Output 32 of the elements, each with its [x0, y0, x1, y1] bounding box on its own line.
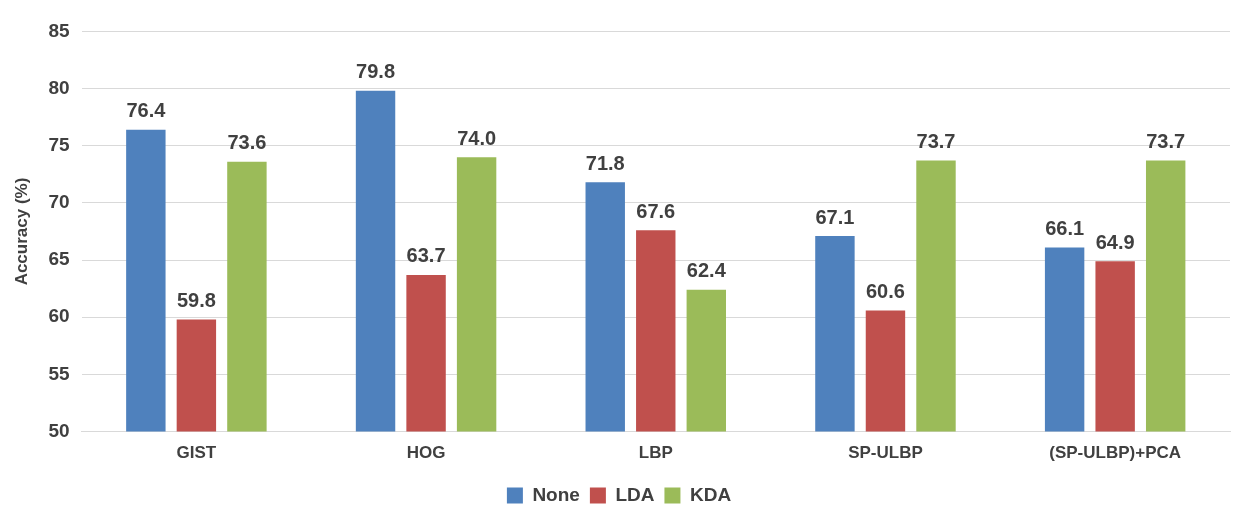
y-tick-label: 80 [48, 76, 70, 98]
legend-label: LDA [615, 483, 655, 505]
x-tick-label: (SP-ULBP)+PCA [1049, 443, 1182, 463]
data-label: 79.8 [356, 60, 396, 83]
x-tick-label: GIST [176, 443, 217, 463]
x-tick-label: HOG [406, 443, 446, 463]
data-label: 62.4 [686, 259, 727, 282]
data-label: 67.1 [815, 205, 855, 228]
data-label: 67.6 [636, 199, 676, 222]
data-label: 59.8 [176, 289, 216, 312]
data-label: 73.7 [1146, 130, 1186, 153]
y-axis-title: Accuracy (%) [11, 177, 31, 286]
data-label: 73.7 [916, 130, 956, 153]
y-tick-label: 85 [48, 19, 70, 41]
legend-label: KDA [689, 483, 732, 505]
data-label: 63.7 [406, 244, 446, 267]
y-tick-label: 70 [48, 191, 70, 213]
data-label: 74.0 [457, 126, 497, 149]
y-tick-label: 65 [48, 248, 70, 270]
x-tick-label: SP-ULBP [848, 443, 923, 463]
data-label: 71.8 [585, 151, 625, 174]
x-tick-label: LBP [638, 443, 673, 463]
y-tick-label: 75 [48, 133, 70, 155]
y-tick-label: 55 [48, 362, 70, 384]
data-label: 73.6 [227, 131, 267, 154]
data-label: 66.1 [1045, 217, 1085, 240]
y-tick-label: 50 [48, 419, 70, 441]
y-tick-label: 60 [48, 305, 70, 327]
data-label: 64.9 [1095, 230, 1135, 253]
data-label: 60.6 [865, 279, 905, 302]
legend-label: None [532, 483, 580, 505]
data-label: 76.4 [126, 99, 167, 122]
